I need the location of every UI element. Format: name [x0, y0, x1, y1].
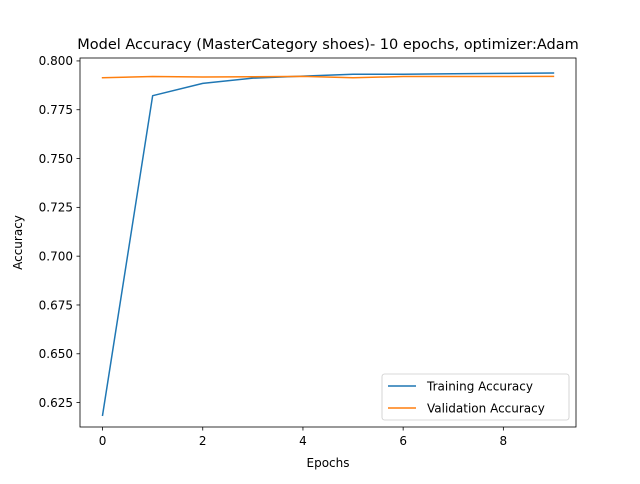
legend-label: Training Accuracy [426, 379, 533, 393]
y-tick-label: 0.650 [39, 347, 73, 361]
plot-frame [79, 57, 577, 428]
x-axis-label: Epochs [307, 456, 350, 470]
x-tick-label: 6 [399, 434, 407, 448]
x-axis-ticks: 0 2 4 6 8 [99, 427, 507, 448]
x-tick-label: 2 [199, 434, 207, 448]
series-line-validation-accuracy [101, 75, 555, 79]
y-tick-label: 0.625 [39, 396, 73, 410]
y-tick-label: 0.750 [39, 152, 73, 166]
y-axis-label: Accuracy [11, 215, 25, 270]
x-tick-label: 8 [500, 434, 508, 448]
legend-box [381, 373, 570, 421]
series-line-training-accuracy [101, 72, 555, 417]
plot-area [80, 58, 576, 427]
chart-title: Model Accuracy (MasterCategory shoes)- 1… [77, 37, 579, 53]
x-tick-label: 4 [299, 434, 307, 448]
y-axis-ticks: 0.625 0.650 0.675 0.700 0.725 0.750 0.775 0.800 [39, 54, 80, 410]
y-tick-label: 0.675 [39, 298, 73, 312]
series-layer [101, 72, 555, 417]
y-tick-label: 0.725 [39, 201, 73, 215]
y-tick-label: 0.775 [39, 103, 73, 117]
x-tick-label: 0 [99, 434, 107, 448]
y-tick-label: 0.800 [39, 54, 73, 68]
y-tick-label: 0.700 [39, 249, 73, 263]
legend-label: Validation Accuracy [427, 401, 545, 415]
legend: Training Accuracy Validation Accuracy [381, 373, 570, 421]
